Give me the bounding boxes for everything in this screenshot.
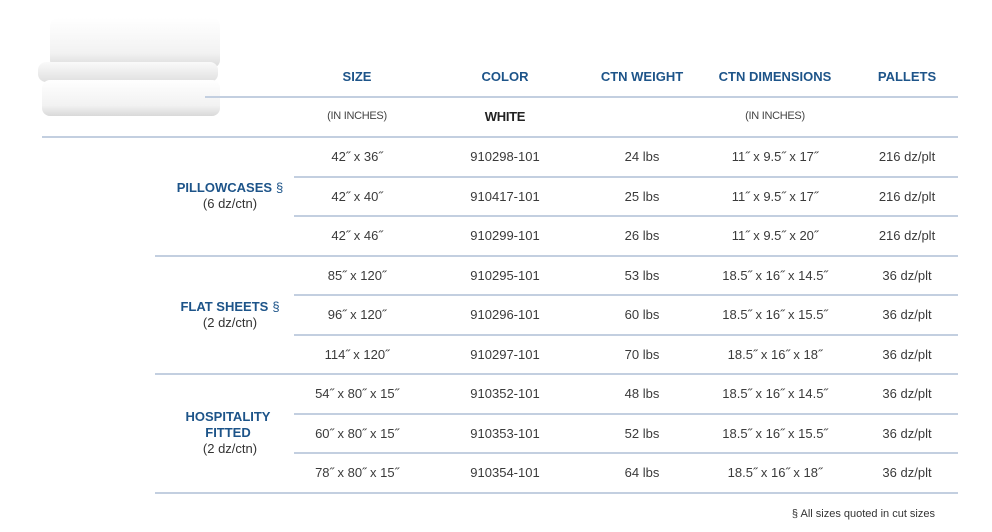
cell-ctn-weight: 26 lbs (624, 228, 660, 243)
cell-ctn-dimensions: 18.5˝ x 16˝ x 18˝ (727, 465, 823, 480)
subheader-color-white: WHITE (484, 109, 526, 124)
cell-size: 42˝ x 36˝ (331, 149, 383, 164)
cell-pallets: 36 dz/plt (882, 465, 932, 480)
header-size: SIZE (342, 69, 372, 84)
divider (155, 373, 958, 375)
pack-quantity: (2 dz/ctn) (202, 441, 258, 457)
divider (294, 333, 958, 336)
cell-ctn-weight: 24 lbs (624, 149, 660, 164)
cell-ctn-weight: 53 lbs (624, 267, 660, 283)
cell-size: 114˝ x 120˝ (324, 346, 390, 362)
cell-color-code: 910296-101 (470, 307, 540, 322)
cell-ctn-dimensions: 18.5˝ x 16˝ x 18˝ (727, 346, 823, 362)
cell-pallets: 216 dz/plt (878, 149, 936, 164)
divider (294, 215, 958, 217)
cell-color-code: 910299-101 (470, 228, 540, 243)
cell-pallets: 216 dz/plt (878, 188, 936, 204)
cell-ctn-dimensions: 11˝ x 9.5˝ x 17˝ (731, 149, 819, 164)
cell-ctn-weight: 25 lbs (624, 188, 660, 204)
cut-size-mark: § (276, 180, 284, 196)
footnote: § All sizes quoted in cut sizes (791, 508, 935, 520)
divider (294, 294, 958, 296)
cell-color-code: 910353-101 (470, 425, 540, 441)
cell-ctn-weight: 52 lbs (624, 425, 660, 441)
pack-quantity: (6 dz/ctn) (202, 196, 258, 212)
cell-pallets: 36 dz/plt (882, 386, 932, 401)
cell-pallets: 36 dz/plt (882, 267, 932, 283)
subheader-size-units: (IN INCHES) (327, 110, 387, 122)
pack-quantity: (2 dz/ctn) (202, 314, 258, 330)
cell-ctn-dimensions: 11˝ x 9.5˝ x 20˝ (731, 228, 819, 243)
subheader-dims-units: (IN INCHES) (745, 110, 805, 122)
cell-ctn-weight: 64 lbs (624, 465, 660, 480)
cell-pallets: 216 dz/plt (878, 228, 936, 243)
cell-ctn-dimensions: 18.5˝ x 16˝ x 15.5˝ (722, 425, 828, 441)
divider (155, 491, 958, 494)
group-name: HOSPITALITY FITTED (185, 409, 271, 441)
divider (294, 175, 958, 178)
cell-size: 42˝ x 40˝ (331, 188, 383, 204)
cell-ctn-dimensions: 11˝ x 9.5˝ x 17˝ (731, 188, 819, 204)
cell-color-code: 910417-101 (470, 188, 540, 204)
cut-size-mark: § (272, 298, 280, 314)
cell-ctn-dimensions: 18.5˝ x 16˝ x 15.5˝ (722, 307, 828, 322)
divider (42, 136, 958, 138)
cell-size: 96˝ x 120˝ (327, 307, 387, 322)
divider (294, 412, 958, 415)
cell-size: 54˝ x 80˝ x 15˝ (315, 386, 399, 401)
cell-size: 42˝ x 46˝ (331, 228, 383, 243)
header-ctn-weight: CTN WEIGHT (600, 69, 684, 84)
header-ctn-dimensions: CTN DIMENSIONS (718, 69, 832, 84)
header-color: COLOR (481, 69, 529, 84)
cell-ctn-weight: 60 lbs (624, 307, 660, 322)
divider (155, 254, 958, 257)
group-label: PILLOWCASES § (6 dz/ctn) (150, 180, 310, 212)
header-pallets: PALLETS (877, 69, 937, 84)
group-name: PILLOWCASES (176, 180, 273, 196)
divider (294, 452, 958, 454)
cell-ctn-weight: 70 lbs (624, 346, 660, 362)
cell-color-code: 910354-101 (470, 465, 540, 480)
cell-ctn-dimensions: 18.5˝ x 16˝ x 14.5˝ (722, 386, 828, 401)
cell-ctn-dimensions: 18.5˝ x 16˝ x 14.5˝ (722, 267, 828, 283)
cell-color-code: 910352-101 (470, 386, 540, 401)
group-label: HOSPITALITY FITTED (2 dz/ctn) (150, 409, 310, 457)
cell-pallets: 36 dz/plt (882, 346, 932, 362)
cell-color-code: 910297-101 (470, 346, 540, 362)
cell-color-code: 910298-101 (470, 149, 540, 164)
cell-size: 78˝ x 80˝ x 15˝ (315, 465, 399, 480)
cell-size: 85˝ x 120˝ (327, 267, 387, 283)
cell-pallets: 36 dz/plt (882, 307, 932, 322)
group-label: FLAT SHEETS § (2 dz/ctn) (150, 299, 310, 331)
cell-color-code: 910295-101 (470, 267, 540, 283)
group-name: FLAT SHEETS (180, 298, 269, 314)
divider (205, 96, 958, 98)
cell-pallets: 36 dz/plt (882, 425, 932, 441)
cell-size: 60˝ x 80˝ x 15˝ (315, 425, 399, 441)
cell-ctn-weight: 48 lbs (624, 386, 660, 401)
